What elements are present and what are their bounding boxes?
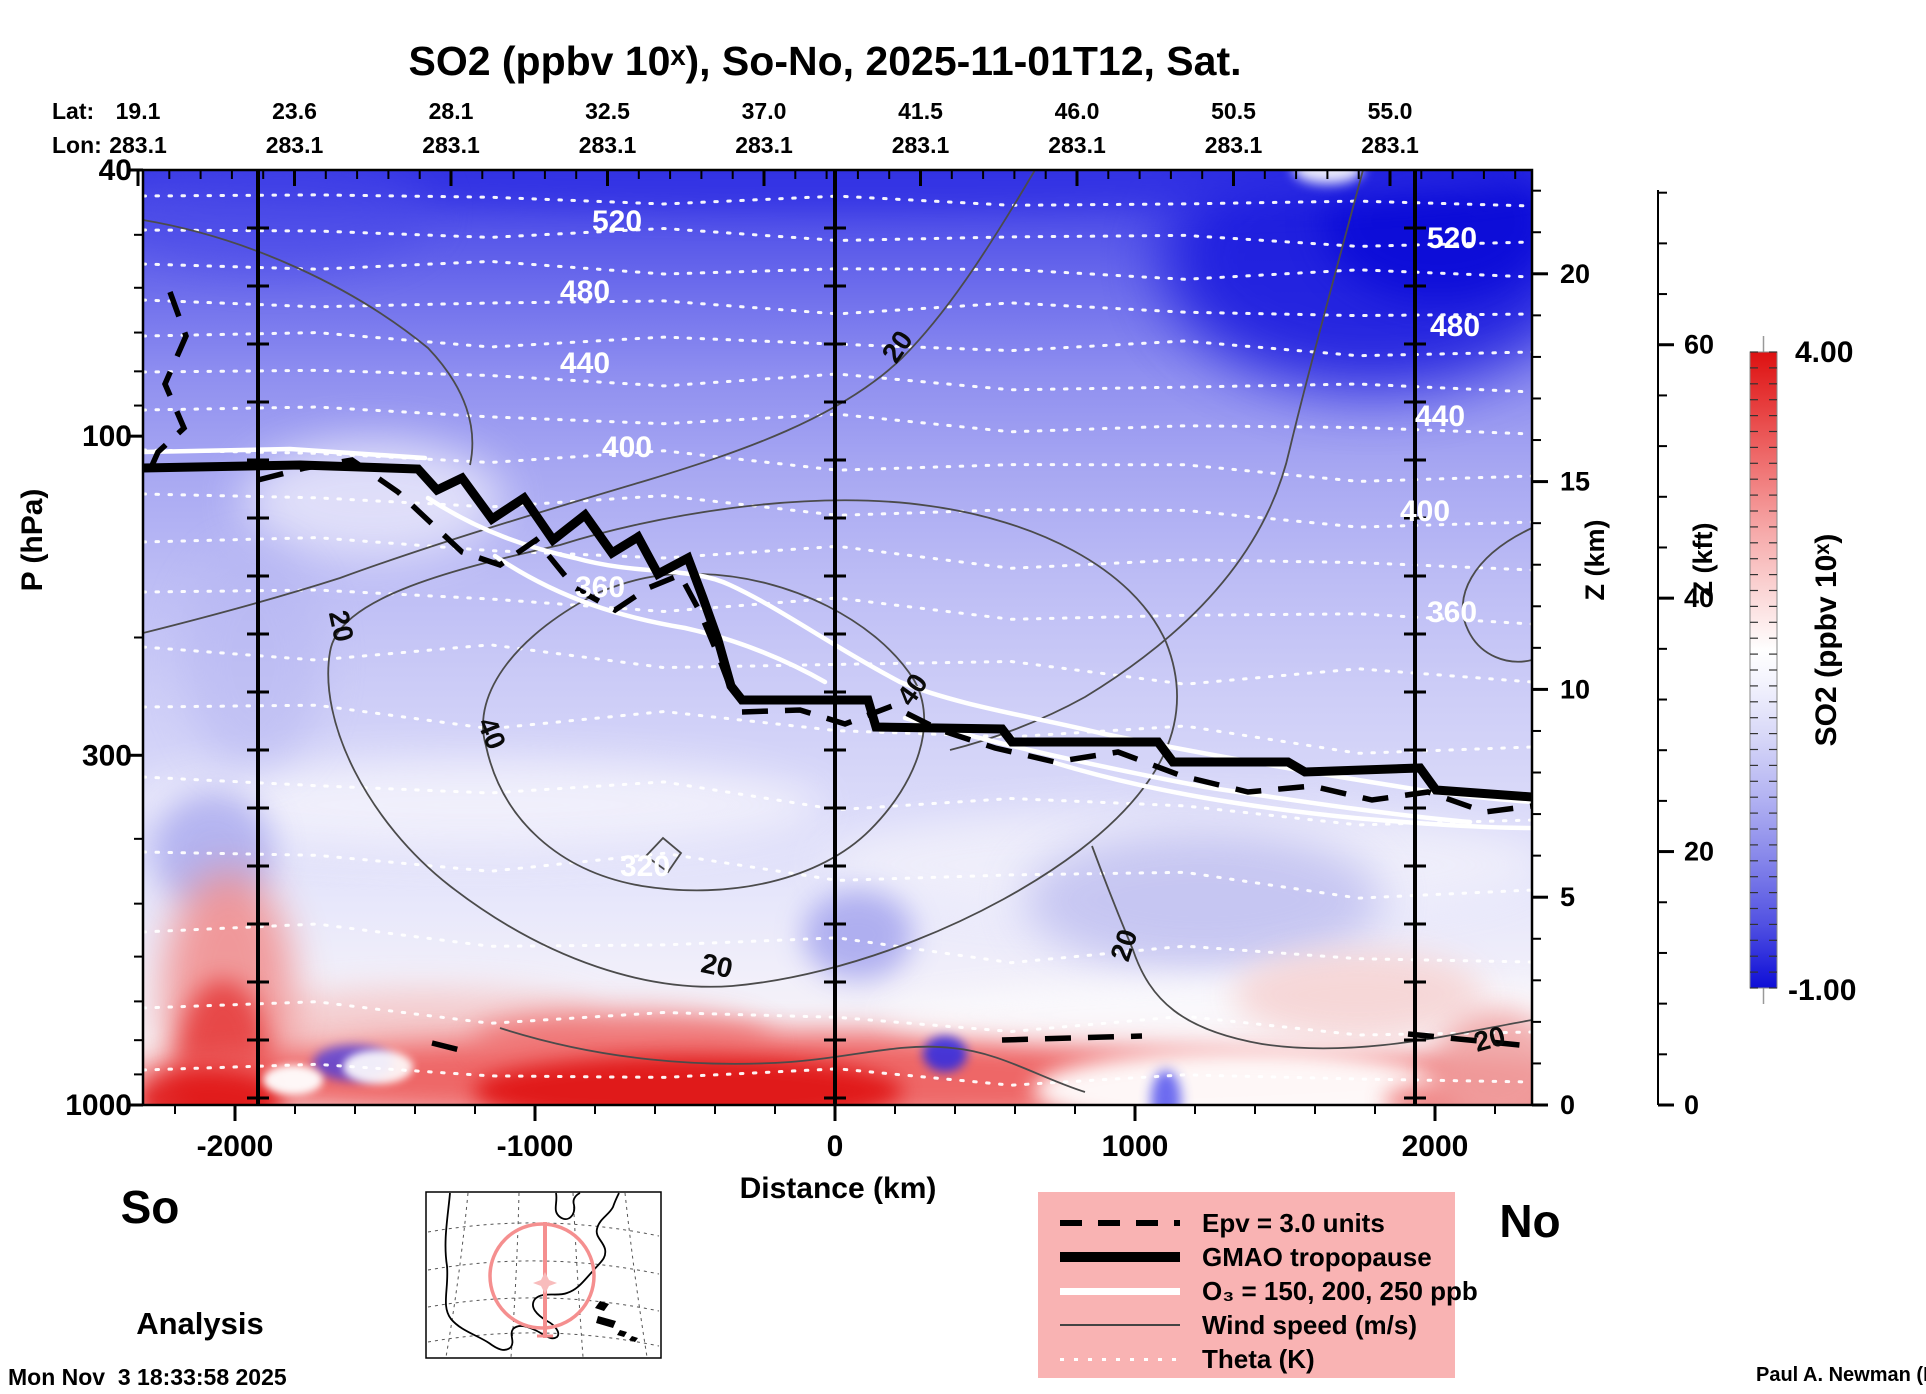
lon-value: 283.1 (1204, 132, 1263, 158)
colorbar-min-label: -1.00 (1788, 974, 1856, 1007)
legend-label: GMAO tropopause (1202, 1241, 1432, 1272)
colorbar-max-label: 4.00 (1795, 336, 1853, 369)
field-blob (243, 440, 503, 560)
lat-value: 41.5 (898, 98, 943, 124)
map-coastline (554, 1192, 581, 1220)
distance-tick-label: -2000 (197, 1130, 274, 1163)
lon-value: 283.1 (735, 132, 793, 158)
lat-value: 37.0 (741, 98, 787, 124)
legend-item-wind: Wind speed (m/s) (1060, 1308, 1455, 1342)
field-blob (1023, 830, 1383, 970)
wind-line-sample (1060, 1324, 1180, 1326)
lon-value: 283.1 (578, 132, 637, 158)
zkm-axis-title: Z (km) (1580, 520, 1610, 601)
zkm-tick-label: 10 (1560, 674, 1590, 704)
tropopause-line-sample (1060, 1252, 1180, 1262)
pressure-axis-title: P (hPa) (16, 489, 49, 592)
legend-label: Wind speed (m/s) (1202, 1309, 1418, 1340)
map-frame (425, 1191, 662, 1359)
field-blob (343, 1050, 413, 1084)
map-graticule (572, 1192, 584, 1358)
lon-value: 283.1 (109, 132, 167, 158)
map-island (617, 1330, 627, 1337)
legend-item-tropopause: GMAO tropopause (1060, 1240, 1455, 1274)
o3-line-sample (1060, 1287, 1180, 1295)
lon-value: 283.1 (265, 132, 324, 158)
map-graticule (427, 1297, 660, 1312)
lat-value: 23.6 (272, 98, 317, 124)
legend-item-theta: Theta (K) (1060, 1342, 1455, 1376)
lon-value: 283.1 (1048, 132, 1106, 158)
page-title: SO2 (ppbv 10ˣ), So-No, 2025-11-01T12, Sa… (408, 38, 1242, 84)
map-content (427, 1192, 660, 1358)
map-graticule (510, 1192, 520, 1358)
lon-row: Lon: 283.1 283.1 283.1 283.1 283.1 283.1 283.1… (0, 132, 1926, 158)
lat-value: 46.0 (1054, 98, 1100, 124)
map-graticule (427, 1332, 660, 1347)
distance-tick-label: 2000 (1402, 1130, 1469, 1163)
zkft-tick-label: 20 (1684, 837, 1714, 867)
zkm-tick-label: 15 (1560, 467, 1590, 497)
lat-value: 28.1 (428, 98, 474, 124)
field-blob (263, 1065, 323, 1095)
map-coastline (444, 1192, 620, 1351)
map-island (629, 1336, 638, 1342)
distance-tick-label: 1000 (1102, 1130, 1169, 1163)
lat-row: Lat: 19.1 23.6 28.1 32.5 37.0 41.5 46.0 50.5 55.… (0, 98, 1926, 124)
zkft-axis-title: Z (kft) (1688, 523, 1718, 598)
lon-label: Lon: (52, 132, 102, 158)
lat-value: 50.5 (1211, 98, 1256, 124)
lon-value: 283.1 (422, 132, 480, 158)
pressure-tick-label: 100 (82, 420, 132, 453)
lat-value: 55.0 (1367, 98, 1413, 124)
legend-label: Epv = 3.0 units (1202, 1207, 1385, 1238)
distance-axis-title: Distance (km) (740, 1172, 937, 1205)
map-island (595, 1301, 609, 1311)
zkm-tick-label: 20 (1560, 259, 1590, 289)
pressure-tick-label: 1000 (65, 1089, 132, 1122)
legend-label: Theta (K) (1202, 1343, 1315, 1374)
legend-item-o3: O₃ = 150, 200, 250 ppb (1060, 1274, 1478, 1308)
timestamp: Mon Nov 3 18:33:58 2025 (8, 1364, 287, 1390)
epv-dash-sample (1060, 1220, 1180, 1226)
map-graticule (427, 1222, 660, 1237)
zkm-tick-label: 0 (1560, 1090, 1575, 1120)
map-graticule (445, 1192, 469, 1358)
field-blob (143, 170, 433, 270)
colorbar (1749, 351, 1778, 989)
pressure-tick-label: 300 (82, 739, 132, 772)
legend-item-epv: Epv = 3.0 units (1060, 1206, 1455, 1240)
analysis-label: Analysis (136, 1306, 264, 1341)
lat-label: Lat: (52, 98, 95, 124)
zkft-tick-label: 0 (1684, 1090, 1699, 1120)
theta-dot-sample (1060, 1357, 1180, 1361)
cross-section-field (143, 170, 1532, 1105)
lat-value: 32.5 (585, 98, 630, 124)
north-end-label: No (1499, 1195, 1561, 1247)
lat-value: 19.1 (115, 98, 161, 124)
map-section-circle (488, 1222, 596, 1330)
map-graticule (624, 1192, 648, 1358)
field-blob (183, 550, 323, 770)
map-island (596, 1316, 616, 1328)
credit: Paul A. Newman (NASA (1756, 1364, 1926, 1386)
south-end-label: So (120, 1181, 180, 1233)
zkft-tick-label: 40 (1684, 583, 1714, 613)
map-center-star (533, 1272, 557, 1294)
lon-value: 283.1 (1361, 132, 1419, 158)
field-blob (1233, 950, 1483, 1040)
colorbar-title: SO2 (ppbv 10ˣ) (1810, 534, 1843, 747)
field-blob (803, 890, 913, 980)
distance-tick-label: 0 (827, 1130, 844, 1163)
location-map-inset (425, 1191, 662, 1359)
map-graticule (427, 1260, 660, 1275)
lon-value: 283.1 (891, 132, 950, 158)
zkft-tick-label: 60 (1684, 330, 1714, 360)
field-blob (923, 1036, 967, 1072)
zkm-tick-label: 5 (1560, 882, 1575, 912)
distance-tick-label: -1000 (497, 1130, 574, 1163)
legend-label: O₃ = 150, 200, 250 ppb (1202, 1275, 1478, 1306)
so2-filled-contours (143, 170, 1532, 1105)
contour-legend: Epv = 3.0 units GMAO tropopause O₃ = 150… (1038, 1192, 1478, 1378)
